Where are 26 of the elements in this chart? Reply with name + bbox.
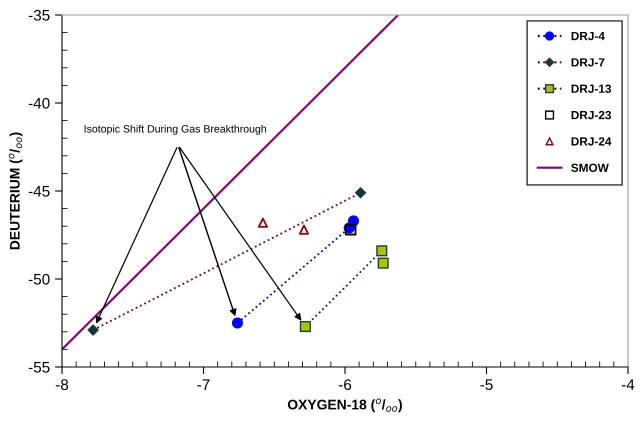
y-tick-label: -45 [28, 186, 50, 197]
y-tick-label: -40 [28, 98, 50, 109]
legend-label: DRJ-23 [572, 110, 612, 120]
point [300, 320, 311, 332]
point [88, 324, 99, 336]
legend-label: DRJ-4 [572, 32, 605, 40]
legend-label: DRJ-13 [572, 84, 612, 93]
legend-label: DRJ-24 [572, 137, 612, 146]
x-tick-label: -7 [197, 379, 210, 390]
y-axis-title: DEUTERIUM ($^{o}$/$_{oo}$) [8, 132, 22, 250]
point [258, 218, 268, 228]
y-tick-label: -35 [28, 10, 50, 21]
point [298, 224, 310, 235]
point [376, 245, 388, 256]
x-tick-label: -4 [622, 379, 634, 390]
x-axis-title: OXYGEN-18 ($^{o}$/$_{oo}$) [288, 398, 402, 412]
annotation: Isotopic Shift During Gas Breakthrough [84, 124, 266, 135]
x-tick-label: -8 [56, 379, 68, 390]
legend-label: DRJ-7 [572, 58, 604, 67]
y-tick-label: -50 [28, 274, 50, 285]
x-tick-label: -5 [480, 379, 493, 390]
legend-label: SMOW [571, 164, 609, 172]
point [378, 258, 389, 269]
y-tick-label: -55 [28, 362, 50, 373]
point [354, 187, 366, 198]
x-tick-label: -6 [338, 379, 352, 390]
